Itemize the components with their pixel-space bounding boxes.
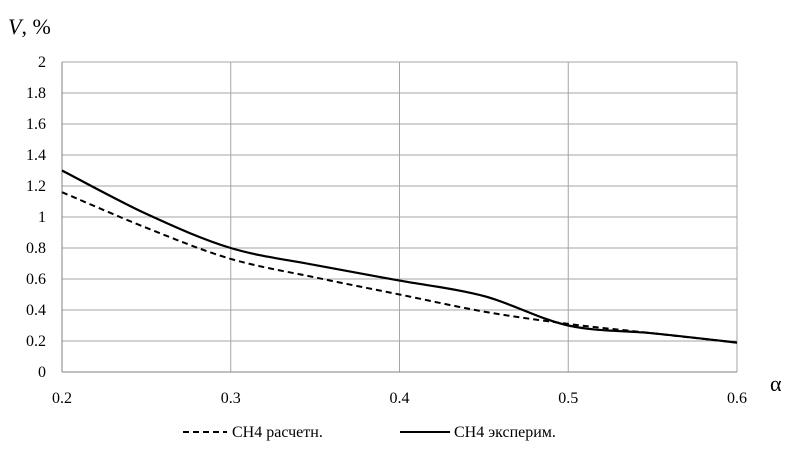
y-axis-unit: , % (21, 14, 50, 39)
y-tick-labels: 0 0.2 0.4 0.6 0.8 1 1.2 1.4 1.6 1.8 2 (26, 54, 46, 381)
y-tick-label: 0.6 (26, 271, 46, 288)
y-tick-label: 1.6 (26, 116, 46, 133)
legend: CH4 расчетн. CH4 эксперим. (183, 424, 556, 441)
y-tick-label: 1.2 (26, 178, 46, 195)
x-tick-label: 0.6 (727, 390, 747, 407)
y-tick-label: 1.8 (26, 85, 46, 102)
x-tick-labels: 0.2 0.3 0.4 0.5 0.6 (52, 390, 747, 407)
y-tick-label: 0 (38, 364, 46, 381)
y-tick-label: 1 (38, 209, 46, 226)
y-tick-label: 0.4 (26, 302, 46, 319)
y-tick-label: 1.4 (26, 147, 46, 164)
legend-label: CH4 расчетн. (232, 424, 323, 441)
x-tick-label: 0.3 (221, 390, 241, 407)
y-tick-label: 0.2 (26, 333, 46, 350)
x-axis-label: α (770, 371, 782, 396)
axes (61, 62, 737, 373)
x-tick-label: 0.5 (558, 390, 578, 407)
legend-label: CH4 эксперим. (454, 424, 556, 441)
y-tick-label: 2 (38, 54, 46, 71)
series-lines (61, 169, 738, 344)
y-axis-variable: V (8, 14, 24, 39)
x-tick-label: 0.4 (390, 390, 410, 407)
y-axis-label: V, % (8, 14, 51, 39)
y-tick-label: 0.8 (26, 240, 46, 257)
x-tick-label: 0.2 (52, 390, 72, 407)
gridlines (62, 61, 738, 372)
series-line-experimental (61, 169, 738, 344)
